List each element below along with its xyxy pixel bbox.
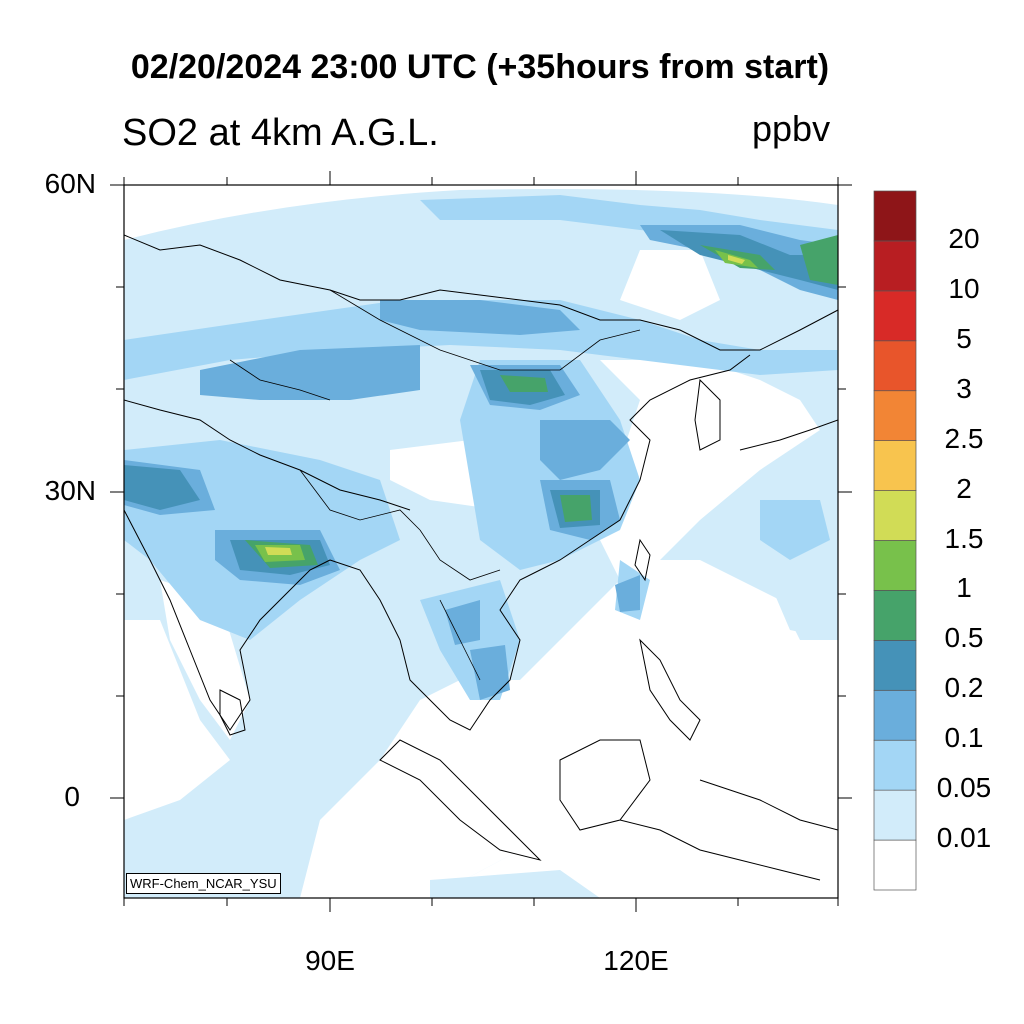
lat-label-30n: 30N bbox=[44, 475, 96, 506]
model-credit: WRF-Chem_NCAR_YSU bbox=[126, 873, 281, 894]
colorbar-swatch bbox=[873, 590, 917, 641]
colorbar-swatch bbox=[873, 689, 917, 741]
lon-label-120e: 120E bbox=[603, 945, 669, 976]
map-frame bbox=[123, 184, 839, 899]
colorbar-label: 1.5 bbox=[944, 522, 984, 554]
colorbar-swatch bbox=[873, 789, 917, 841]
colorbar-label: 1 bbox=[956, 572, 972, 604]
colorbar-swatch bbox=[873, 390, 917, 441]
colorbar-label: 3 bbox=[956, 372, 972, 404]
lat-label-60n: 60N bbox=[44, 168, 96, 199]
colorbar-label: 0.1 bbox=[944, 722, 984, 754]
colorbar-label: 10 bbox=[948, 272, 980, 304]
colorbar-swatch bbox=[873, 490, 917, 541]
colorbar-label: 0.01 bbox=[936, 822, 992, 854]
colorbar-label: 0.2 bbox=[944, 672, 984, 704]
colorbar-label: 0.5 bbox=[944, 622, 984, 654]
map-title: 02/20/2024 23:00 UTC (+35hours from star… bbox=[130, 48, 830, 86]
colorbar-swatch bbox=[873, 240, 917, 292]
colorbar-label: 2 bbox=[956, 472, 972, 504]
axis-ticks bbox=[110, 171, 852, 912]
so2-field bbox=[124, 185, 838, 898]
lon-label-90e: 90E bbox=[305, 945, 355, 976]
colorbar-swatch bbox=[873, 190, 917, 242]
colorbar-swatch bbox=[873, 739, 917, 791]
lat-label-0: 0 bbox=[64, 781, 80, 812]
colorbar-label: 0.05 bbox=[936, 772, 992, 804]
colorbar-swatch bbox=[873, 640, 917, 691]
colorbar-swatch bbox=[873, 290, 917, 342]
variable-label: SO2 at 4km A.G.L. bbox=[122, 112, 439, 154]
colorbar bbox=[873, 190, 917, 891]
colorbar-swatch bbox=[873, 839, 917, 891]
units-label: ppbv bbox=[752, 108, 831, 149]
coastlines bbox=[124, 234, 838, 881]
colorbar-swatch bbox=[873, 540, 917, 591]
colorbar-label: 2.5 bbox=[944, 422, 984, 454]
country-borders bbox=[229, 289, 641, 681]
colorbar-label: 20 bbox=[948, 222, 980, 254]
colorbar-label: 5 bbox=[956, 322, 972, 354]
colorbar-swatch bbox=[873, 340, 917, 392]
colorbar-swatch bbox=[873, 440, 917, 491]
